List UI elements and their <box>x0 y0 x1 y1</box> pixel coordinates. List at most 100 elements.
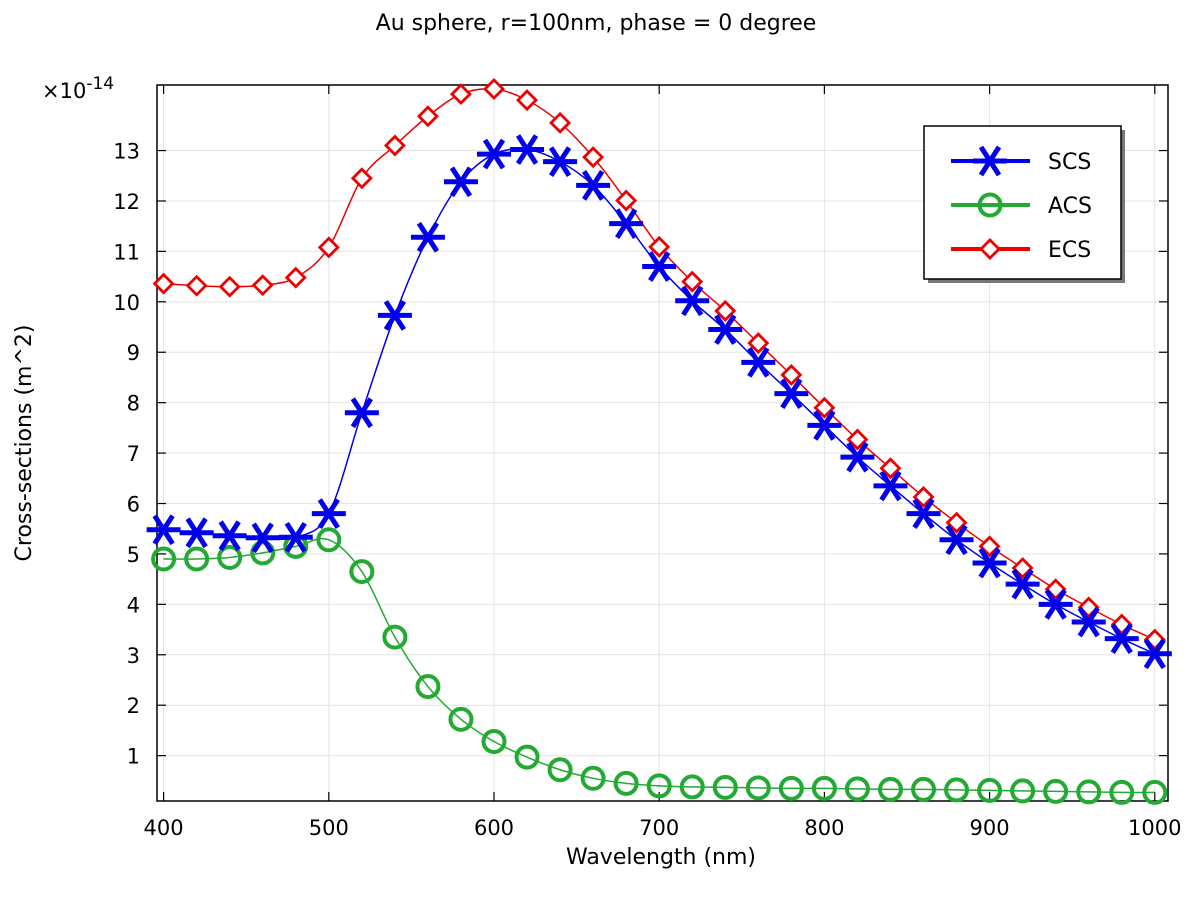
data-point-scs <box>741 346 776 378</box>
legend-label: SCS <box>1048 150 1091 175</box>
data-point-acs <box>514 744 540 770</box>
y-multiplier-base: ×10 <box>42 79 86 103</box>
x-tick-labels: 400 500 600 700 800 900 1000 <box>144 816 1182 840</box>
data-point-acs <box>151 546 177 572</box>
data-point-acs <box>1043 778 1069 804</box>
data-point-scs <box>774 378 809 409</box>
data-point-ecs <box>648 235 671 258</box>
data-point-scs <box>939 524 974 556</box>
data-point-ecs <box>780 363 803 386</box>
data-point-scs <box>212 520 247 552</box>
data-point-ecs <box>483 78 505 101</box>
data-point-scs <box>543 146 578 177</box>
data-point-scs <box>906 498 941 529</box>
data-point-scs <box>675 285 710 317</box>
data-point-ecs <box>879 457 902 480</box>
x-tick-label: 700 <box>639 816 679 840</box>
data-point-acs <box>977 777 1003 803</box>
data-point-ecs <box>185 274 208 297</box>
data-point-ecs <box>846 428 869 451</box>
series-line-acs <box>163 538 1155 794</box>
data-point-ecs <box>681 270 704 293</box>
data-point-scs <box>344 397 379 429</box>
data-point-ecs <box>218 275 241 298</box>
x-axis-label: Wavelength (nm) <box>566 845 756 870</box>
data-point-acs <box>349 559 375 585</box>
legend-label: ECS <box>1048 238 1091 263</box>
data-point-ecs <box>152 272 175 295</box>
y-multiplier-exponent: -14 <box>86 74 114 94</box>
data-point-acs <box>877 776 903 802</box>
legend-item-scs: SCS <box>951 145 1091 177</box>
data-point-ecs <box>516 89 539 112</box>
data-point-ecs <box>350 167 373 190</box>
data-point-ecs <box>582 146 605 169</box>
data-point-scs <box>873 470 908 502</box>
data-point-acs <box>646 773 672 799</box>
series-scs <box>146 134 1172 670</box>
data-point-ecs <box>945 511 968 534</box>
data-point-acs <box>547 757 573 783</box>
data-point-acs <box>844 776 870 802</box>
data-point-ecs <box>383 134 406 157</box>
data-point-scs <box>146 514 181 546</box>
x-tick-label: 500 <box>309 816 349 840</box>
data-point-acs <box>613 770 639 796</box>
y-tick-label: 5 <box>127 543 140 567</box>
data-point-scs <box>972 547 1007 579</box>
data-point-scs <box>576 169 611 201</box>
data-point-acs <box>778 775 804 801</box>
x-tick-label: 800 <box>804 816 844 840</box>
y-tick-label: 4 <box>127 593 140 617</box>
data-point-ecs <box>317 236 340 259</box>
data-point-scs <box>1104 623 1139 654</box>
legend: SCS ACS ECS <box>923 125 1125 283</box>
data-point-scs <box>642 251 677 282</box>
legend-box <box>923 125 1122 280</box>
data-point-acs <box>1076 779 1102 805</box>
data-point-acs <box>415 674 441 700</box>
data-point-acs <box>1109 779 1135 805</box>
data-point-ecs <box>1011 557 1034 580</box>
data-point-scs <box>1005 568 1040 600</box>
data-point-scs <box>245 522 280 554</box>
data-point-acs <box>811 775 837 801</box>
data-point-acs <box>184 546 210 572</box>
legend-marker <box>973 145 1007 177</box>
data-point-scs <box>477 138 511 170</box>
data-point-acs <box>448 706 474 732</box>
legend-label: ACS <box>1048 194 1092 219</box>
plot-area <box>156 84 1169 802</box>
data-point-ecs <box>714 299 737 322</box>
y-tick-label: 3 <box>127 644 140 668</box>
data-point-scs <box>1071 606 1106 638</box>
y-tick-label: 11 <box>113 240 140 264</box>
data-point-ecs <box>912 485 935 508</box>
data-point-ecs <box>449 83 472 106</box>
y-tick-label: 1 <box>127 745 140 769</box>
x-tick-label: 600 <box>474 816 514 840</box>
y-tick-label: 13 <box>113 140 140 164</box>
axis-ticks <box>157 85 1168 801</box>
data-point-scs <box>510 134 545 165</box>
data-point-acs <box>712 774 738 800</box>
legend-marker <box>979 238 1001 260</box>
data-point-acs <box>481 729 507 755</box>
data-point-ecs <box>978 535 1001 558</box>
data-point-acs <box>250 540 276 566</box>
y-tick-label: 10 <box>113 291 140 315</box>
data-point-ecs <box>747 332 770 355</box>
y-tick-label: 12 <box>113 190 140 214</box>
legend-item-acs: ACS <box>951 192 1092 219</box>
data-point-ecs <box>416 105 439 128</box>
legend-marker <box>977 192 1003 218</box>
data-point-ecs <box>284 266 307 289</box>
data-point-scs <box>840 441 875 473</box>
data-point-acs <box>217 544 243 570</box>
series-group <box>146 78 1172 805</box>
data-point-acs <box>1142 779 1168 805</box>
data-point-ecs <box>615 189 638 212</box>
x-tick-label: 400 <box>144 816 184 840</box>
data-point-scs <box>609 208 644 240</box>
